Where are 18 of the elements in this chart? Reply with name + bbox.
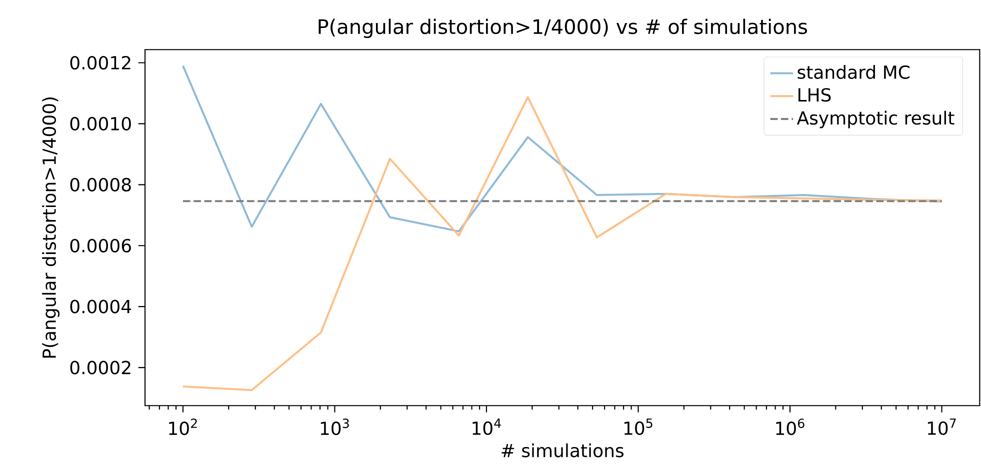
y-tick-label: 0.0010 xyxy=(70,116,131,131)
legend-label: Asymptotic result xyxy=(796,110,954,128)
legend-label: standard MC xyxy=(798,65,910,79)
x-tick-label: 10$^{2}$ xyxy=(169,418,197,436)
y-axis-title: P(angular distortion>1/4000) xyxy=(42,97,60,358)
x-tick-label: 10$^{7}$ xyxy=(928,418,956,435)
x-axis-title: # simulations xyxy=(502,443,624,458)
y-tick-label: 0.0002 xyxy=(70,360,130,374)
y-tick-label: 0.0004 xyxy=(70,300,132,314)
legend-label: LHS xyxy=(798,88,831,102)
chart-title: P(angular distortion>1/4000) vs # of simulations xyxy=(318,18,807,38)
y-tick-label: 0.0008 xyxy=(70,178,131,192)
x-tick-label: 10$^{3}$ xyxy=(320,418,349,436)
y-tick-label: 0.0006 xyxy=(70,238,131,252)
x-tick-label: 10$^{4}$ xyxy=(472,418,501,435)
x-tick-label: 10$^{5}$ xyxy=(624,418,652,435)
y-tick-label: 0.0012 xyxy=(70,56,130,70)
x-tick-label: 10$^{6}$ xyxy=(776,418,804,436)
